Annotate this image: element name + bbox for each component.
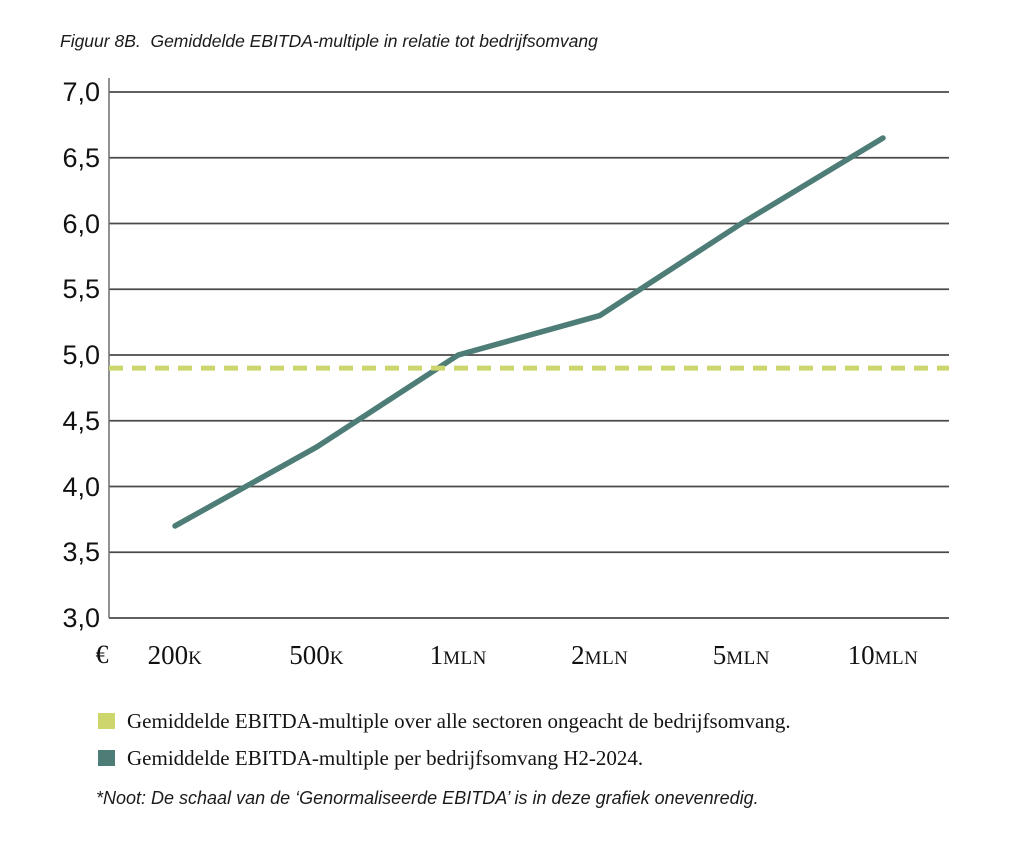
y-tick-label: 6,5 [62, 142, 100, 173]
y-tick-label: 5,5 [62, 274, 100, 305]
chart-legend: Gemiddelde EBITDA-multiple over alle sec… [98, 709, 791, 783]
legend-label: Gemiddelde EBITDA-multiple over alle sec… [127, 709, 791, 733]
x-tick-label: 500K [289, 640, 344, 670]
legend-item-average-all-sectors: Gemiddelde EBITDA-multiple over alle sec… [98, 709, 791, 733]
legend-swatch-teal-icon [98, 750, 115, 766]
y-tick-label: 4,5 [62, 405, 100, 436]
chart-footnote: *Noot: De schaal van de ‘Genormaliseerde… [96, 788, 759, 808]
chart-plot-area [108, 78, 949, 619]
x-tick-label: 5MLN [712, 640, 771, 670]
x-tick-label: 10MLN [847, 640, 919, 670]
x-tick-label: 1MLN [429, 640, 487, 670]
legend-label: Gemiddelde EBITDA-multiple per bedrijfso… [127, 746, 644, 770]
y-tick-label: 3,5 [62, 537, 100, 568]
series-line [172, 135, 886, 529]
y-tick-label: 4,0 [62, 471, 100, 502]
y-tick-label: 3,0 [62, 603, 100, 633]
figure-title: Figuur 8B. Gemiddelde EBITDA-multiple in… [60, 31, 598, 51]
x-tick-label: 2MLN [571, 640, 629, 670]
y-tick-label: 6,0 [62, 208, 100, 239]
y-tick-label: 7,0 [62, 77, 100, 107]
legend-swatch-green-icon [98, 713, 115, 729]
x-tick-label: 200K [147, 640, 203, 670]
x-axis-currency-prefix: € [95, 640, 109, 669]
legend-item-per-company-size: Gemiddelde EBITDA-multiple per bedrijfso… [98, 746, 791, 770]
y-tick-label: 5,0 [62, 340, 100, 370]
